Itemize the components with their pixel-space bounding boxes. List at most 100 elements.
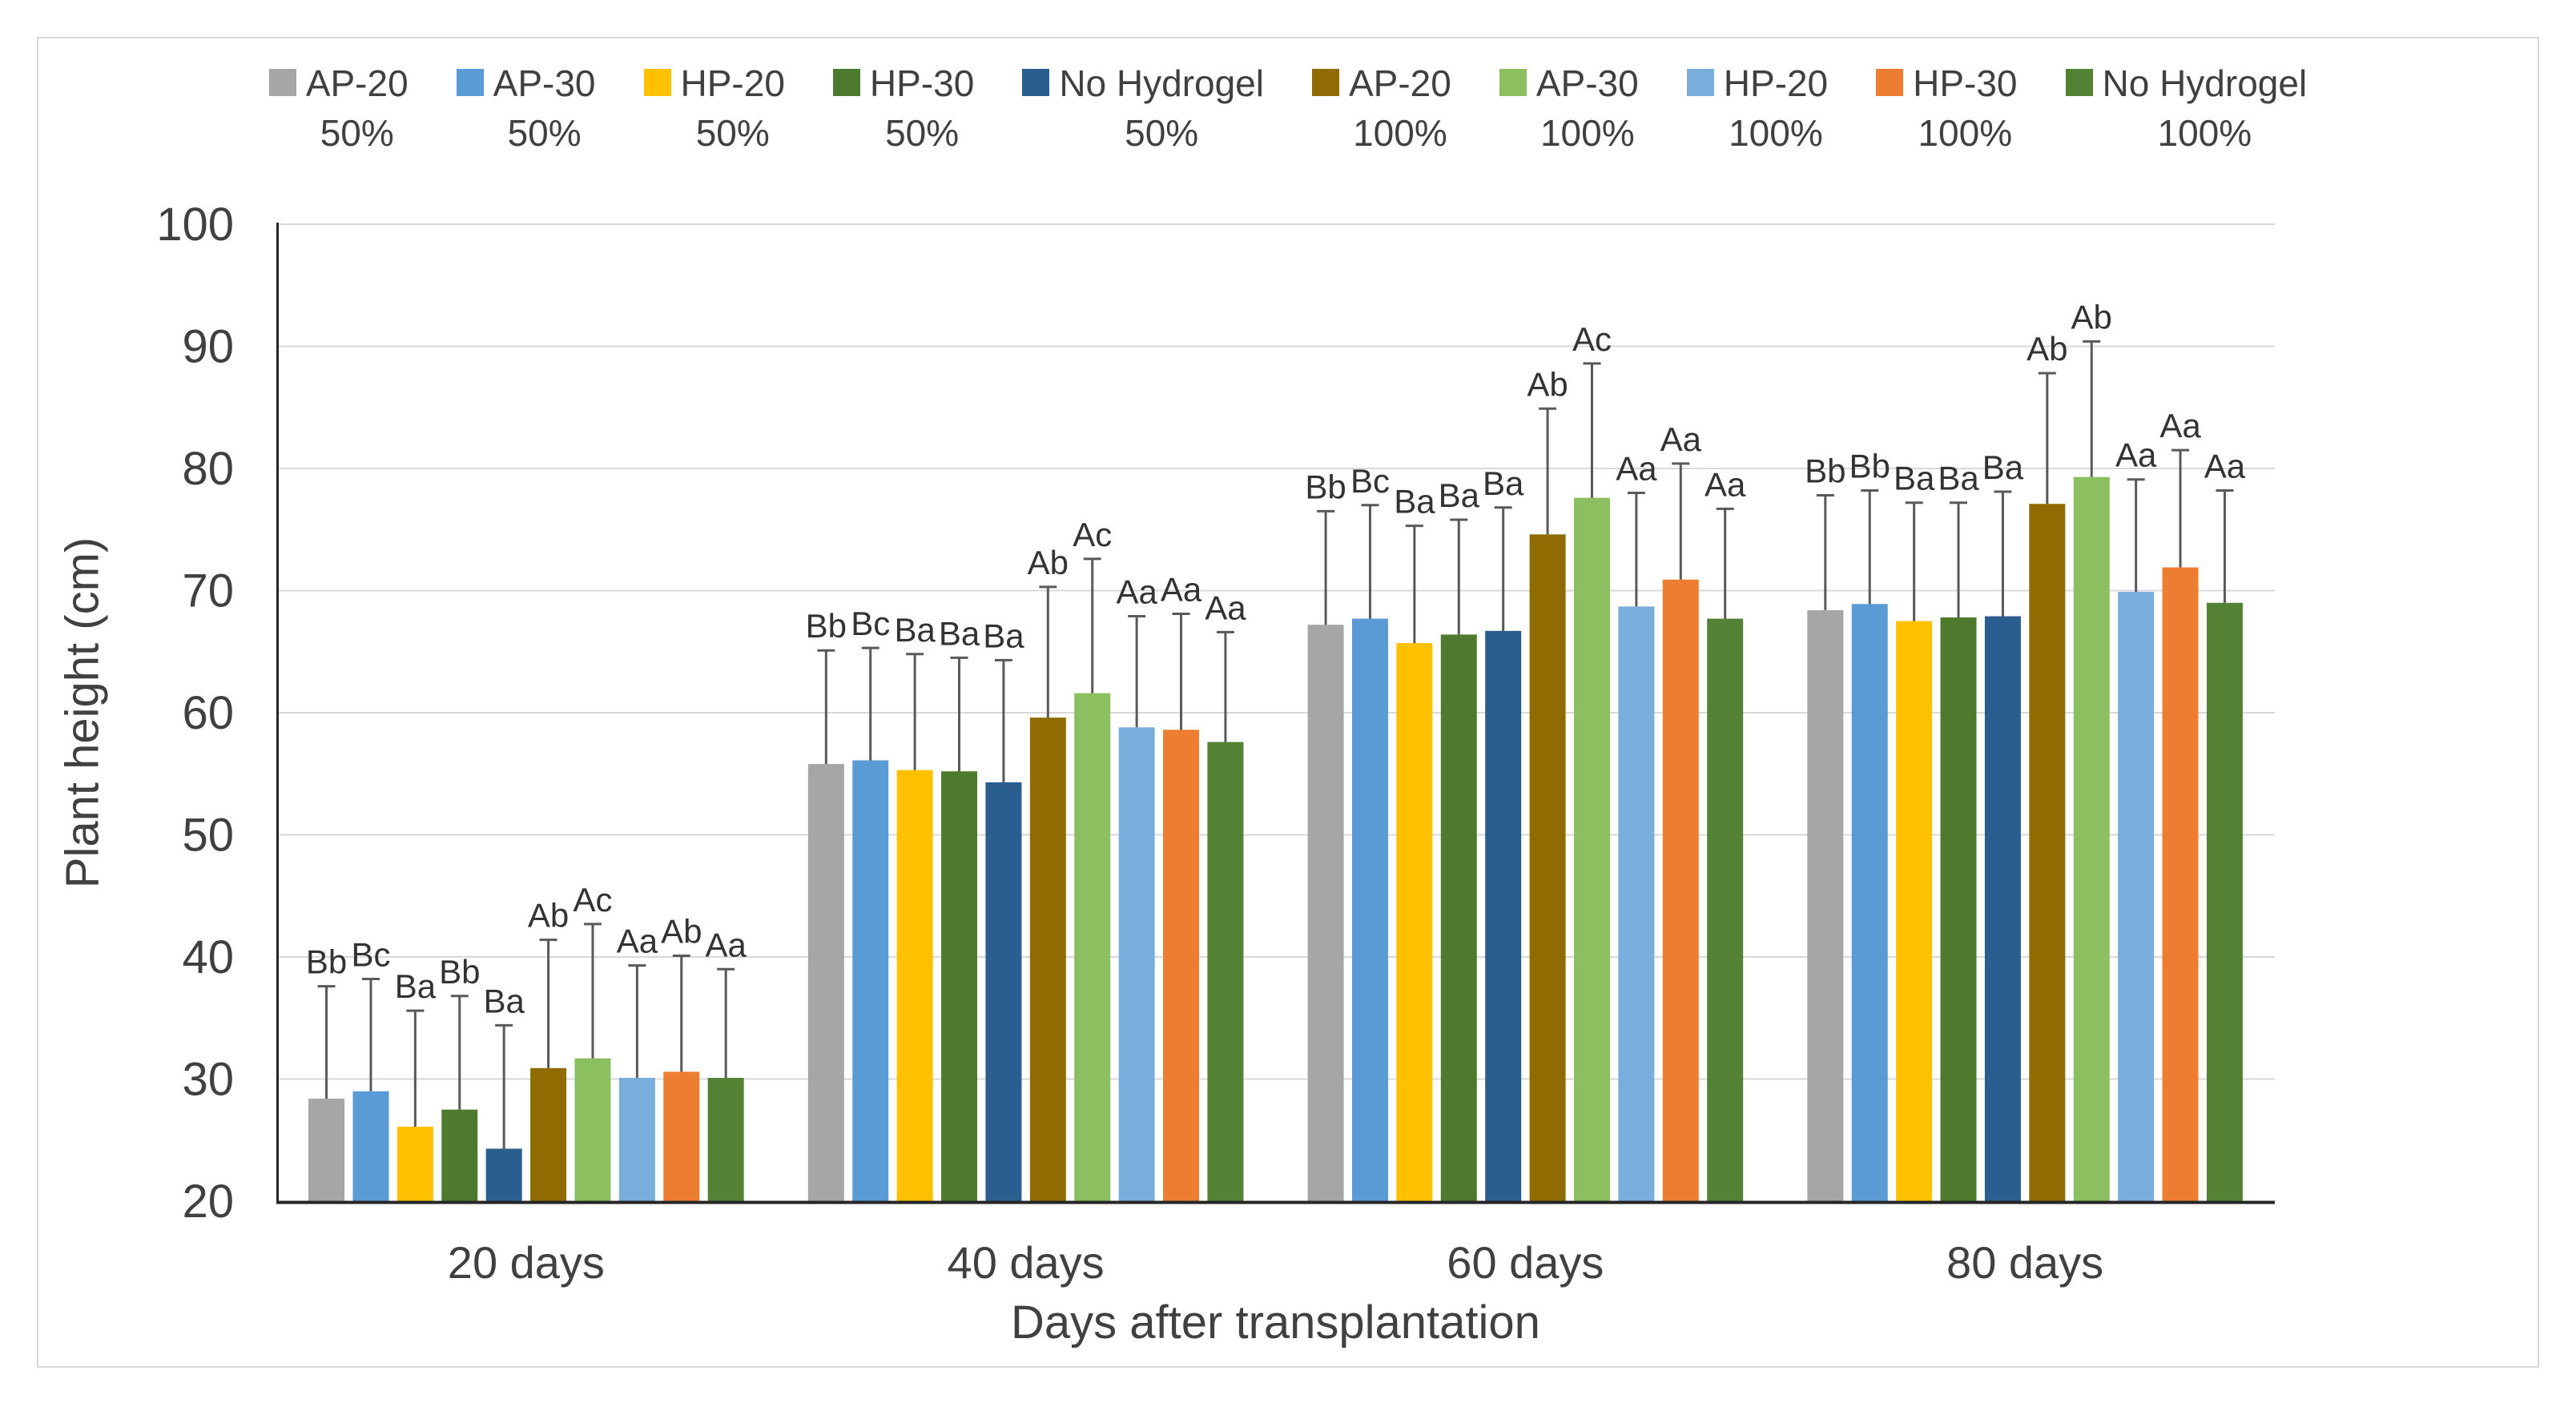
y-tick-label-50: 50 xyxy=(182,810,234,862)
significance-letter: Ba xyxy=(1483,464,1524,502)
bar-40days-hp-20-100% xyxy=(1118,727,1155,1201)
legend-item-hp-30-100%: HP-30 100% xyxy=(1876,62,2018,154)
legend-series-irrigation: 50% xyxy=(1125,112,1199,154)
x-category-label-20days: 20 days xyxy=(448,1237,605,1288)
significance-letter: Ab xyxy=(661,912,702,950)
bar-40days-no-hydrogel-100% xyxy=(1207,742,1244,1201)
legend-series-irrigation: 100% xyxy=(1729,112,1823,154)
legend-series-name: HP-30 xyxy=(869,62,975,104)
significance-letter: Ba xyxy=(1982,448,2024,486)
bar-20days-ap-20-100% xyxy=(530,1067,567,1201)
bar-60days-ap-30-50% xyxy=(1351,618,1388,1201)
legend-series-irrigation: 50% xyxy=(695,112,770,154)
legend-series-name: AP-30 xyxy=(1536,62,1639,104)
significance-letter: Ba xyxy=(1439,476,1480,514)
bar-60days-ap-30-100% xyxy=(1573,497,1610,1201)
bar-40days-no-hydrogel-50% xyxy=(985,782,1022,1201)
significance-letter: Bb xyxy=(1805,452,1845,490)
significance-letter: Ab xyxy=(1527,365,1568,403)
legend-item-ap-30-50%: AP-30 50% xyxy=(456,62,596,154)
legend-item-ap-30-100%: AP-30 100% xyxy=(1499,62,1639,154)
legend-swatch-icon xyxy=(2065,69,2093,96)
bar-40days-hp-20-50% xyxy=(896,770,933,1201)
significance-letter: Ba xyxy=(1394,483,1435,521)
bar-40days-ap-30-100% xyxy=(1074,693,1111,1201)
significance-letter: Aa xyxy=(1660,420,1702,458)
legend-swatch-icon xyxy=(1022,69,1050,96)
significance-letter: Ba xyxy=(983,617,1024,654)
legend-item-hp-20-50%: HP-20 50% xyxy=(643,62,785,154)
significance-letter: Aa xyxy=(2204,447,2246,484)
legend-series-name: HP-20 xyxy=(1723,62,1829,104)
significance-letter: Aa xyxy=(1116,573,1157,611)
significance-letter: Aa xyxy=(1161,570,1202,608)
x-category-label-40days: 40 days xyxy=(948,1237,1105,1288)
legend-item-ap-20-100%: AP-20 100% xyxy=(1312,62,1451,154)
bar-20days-hp-20-50% xyxy=(396,1126,433,1201)
bar-80days-no-hydrogel-50% xyxy=(1984,616,2021,1201)
bar-20days-hp-30-100% xyxy=(663,1071,700,1201)
bar-40days-hp-30-100% xyxy=(1163,730,1200,1201)
significance-letter: Bb xyxy=(1305,468,1346,505)
bar-80days-hp-20-50% xyxy=(1896,621,1933,1201)
bar-20days-ap-20-50% xyxy=(308,1098,345,1201)
legend-series-name: No Hydrogel xyxy=(2102,62,2308,104)
y-tick-label-40: 40 xyxy=(182,931,234,983)
y-tick-label-30: 30 xyxy=(182,1054,234,1106)
significance-letter: Bb xyxy=(1849,447,1890,484)
bar-20days-no-hydrogel-100% xyxy=(707,1077,744,1201)
legend-swatch-icon xyxy=(1876,69,1904,96)
bar-40days-ap-30-50% xyxy=(852,760,889,1201)
legend-series-irrigation: 100% xyxy=(1353,112,1447,154)
bar-80days-ap-20-50% xyxy=(1807,609,1844,1201)
bar-40days-ap-20-100% xyxy=(1029,718,1066,1201)
legend-series-name: HP-30 xyxy=(1913,62,2018,104)
significance-letter: Aa xyxy=(1205,589,1246,626)
legend-series-name: AP-20 xyxy=(1349,62,1451,104)
legend-series-irrigation: 50% xyxy=(507,112,582,154)
legend-item-hp-20-100%: HP-20 100% xyxy=(1686,62,1829,154)
y-tick-label-20: 20 xyxy=(182,1176,234,1228)
significance-letter: Bb xyxy=(439,953,480,991)
chart-legend: AP-20 50% AP-30 50% HP-20 50% HP-30 50% No Hydro… xyxy=(96,62,2480,154)
bar-60days-ap-20-100% xyxy=(1529,534,1566,1201)
legend-item-no-hydrogel-100%: No Hydrogel 100% xyxy=(2065,62,2308,154)
significance-letter: Aa xyxy=(617,923,658,960)
legend-series-irrigation: 50% xyxy=(885,112,960,154)
bar-20days-ap-30-100% xyxy=(574,1058,611,1201)
significance-letter: Bc xyxy=(1350,462,1390,500)
y-tick-label-70: 70 xyxy=(182,565,234,617)
x-category-label-80days: 80 days xyxy=(1946,1237,2103,1288)
significance-letter: Ba xyxy=(395,967,437,1005)
legend-swatch-icon xyxy=(456,69,484,96)
legend-series-irrigation: 100% xyxy=(1918,112,2013,154)
bar-80days-hp-30-50% xyxy=(1940,617,1977,1201)
legend-item-ap-20-50%: AP-20 50% xyxy=(268,62,409,154)
legend-series-name: AP-20 xyxy=(305,62,409,104)
bar-60days-ap-20-50% xyxy=(1307,625,1344,1201)
significance-letter: Ac xyxy=(1572,320,1612,358)
legend-series-irrigation: 100% xyxy=(1540,112,1635,154)
bar-80days-hp-30-100% xyxy=(2162,567,2199,1201)
bar-60days-hp-20-100% xyxy=(1618,606,1655,1201)
significance-letter: Ba xyxy=(939,614,980,652)
bar-80days-ap-30-50% xyxy=(1851,604,1888,1201)
bar-20days-hp-20-100% xyxy=(618,1077,655,1201)
significance-letter: Ab xyxy=(528,897,569,935)
significance-letter: Ba xyxy=(1894,460,1935,497)
significance-letter: Ac xyxy=(1073,516,1112,553)
y-tick-label-80: 80 xyxy=(182,443,234,495)
bar-20days-no-hydrogel-50% xyxy=(485,1148,522,1201)
y-tick-label-60: 60 xyxy=(182,687,234,739)
legend-series-name: No Hydrogel xyxy=(1059,62,1264,104)
significance-letter: Bc xyxy=(851,605,890,642)
significance-letter: Aa xyxy=(1616,450,1657,488)
significance-letter: Aa xyxy=(2159,407,2201,444)
legend-item-hp-30-50%: HP-30 50% xyxy=(832,62,975,154)
significance-letter: Aa xyxy=(2115,436,2157,474)
legend-swatch-icon xyxy=(832,69,860,96)
significance-letter: Ab xyxy=(2071,298,2112,336)
bar-80days-ap-30-100% xyxy=(2073,476,2110,1201)
significance-letter: Bb xyxy=(306,943,347,981)
